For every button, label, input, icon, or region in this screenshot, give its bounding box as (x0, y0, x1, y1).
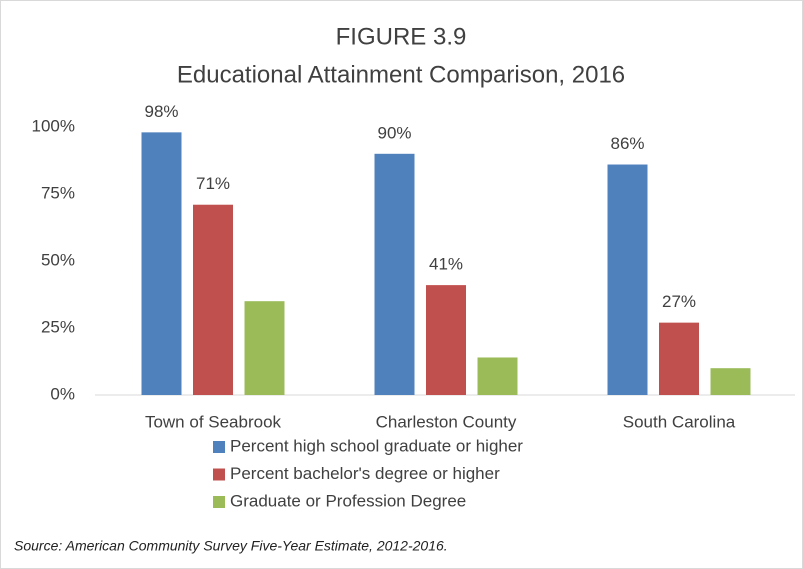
bar (659, 322, 699, 395)
legend-swatch (213, 496, 225, 508)
x-tick-label: South Carolina (623, 412, 736, 431)
legend-label: Graduate or Profession Degree (230, 491, 466, 510)
y-tick-label: 50% (41, 250, 75, 269)
value-label: 27% (662, 292, 696, 311)
y-tick-label: 25% (41, 317, 75, 336)
bar (141, 132, 182, 396)
y-tick-label: 100% (32, 116, 75, 135)
x-tick-label: Town of Seabrook (145, 412, 282, 431)
value-label: 41% (429, 255, 463, 274)
bar (193, 204, 233, 395)
value-label: 86% (610, 134, 644, 153)
legend-swatch (213, 441, 225, 453)
source-note: Source: American Community Survey Five-Y… (14, 538, 448, 554)
bar (244, 301, 285, 395)
bar (426, 285, 466, 395)
bar (374, 153, 415, 395)
chart-subtitle: Educational Attainment Comparison, 2016 (177, 61, 625, 88)
legend-label: Percent bachelor's degree or higher (230, 464, 500, 483)
bar (710, 368, 751, 395)
bar (477, 357, 518, 395)
value-label: 71% (196, 174, 230, 193)
value-label: 98% (144, 102, 178, 121)
chart-title: FIGURE 3.9 (336, 23, 467, 50)
bar (607, 164, 648, 395)
legend-swatch (213, 468, 225, 481)
x-tick-label: Charleston County (376, 412, 517, 431)
y-tick-label: 0% (50, 384, 75, 403)
value-label: 90% (377, 123, 411, 142)
legend-label: Percent high school graduate or higher (230, 436, 523, 455)
y-tick-label: 75% (41, 183, 75, 202)
